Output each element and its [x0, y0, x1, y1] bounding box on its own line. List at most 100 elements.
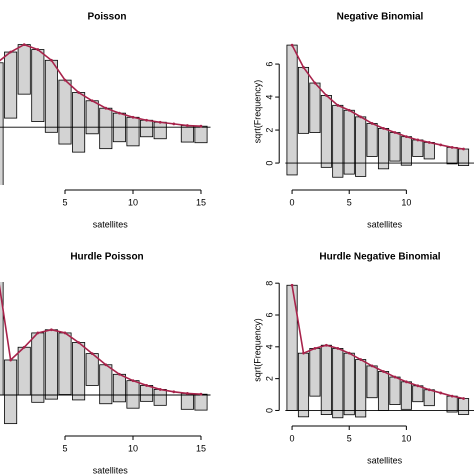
- bar: [85, 353, 99, 386]
- fitted-point: [145, 384, 148, 387]
- fitted-point: [336, 103, 340, 107]
- y-axis-label: sqrt(Frequency): [253, 80, 263, 144]
- bar: [0, 282, 4, 396]
- bar: [44, 59, 58, 133]
- bar: [457, 398, 470, 415]
- fitted-point: [50, 58, 53, 62]
- fitted-point: [63, 331, 67, 335]
- bar: [31, 49, 45, 122]
- fitted-point: [439, 391, 443, 395]
- fitted-point: [313, 81, 317, 85]
- fitted-point: [404, 380, 408, 384]
- bar: [446, 395, 458, 413]
- bar: [320, 95, 332, 168]
- bar: [17, 346, 31, 396]
- bar: [343, 352, 355, 416]
- fitted-point: [462, 147, 465, 151]
- bar: [355, 359, 367, 418]
- bar: [72, 92, 86, 153]
- bar: [4, 359, 18, 425]
- fitted-point: [199, 124, 203, 128]
- fitted-point: [427, 388, 431, 392]
- fitted-point: [145, 118, 148, 122]
- bar: [140, 119, 154, 138]
- bar: [180, 392, 194, 410]
- x-tick-label: 10: [128, 443, 138, 453]
- bar: [99, 107, 113, 150]
- fitted-point: [404, 135, 408, 139]
- fitted-curve: [0, 284, 202, 395]
- fitted-curve: [291, 44, 464, 150]
- fitted-point: [370, 122, 374, 125]
- fitted-point: [324, 94, 328, 97]
- fitted-point: [9, 358, 13, 362]
- fitted-point: [427, 141, 431, 144]
- fitted-point: [359, 358, 363, 361]
- bar: [423, 389, 435, 407]
- fitted-point: [63, 78, 67, 82]
- fitted-point: [158, 388, 162, 391]
- bar: [194, 393, 208, 411]
- bar: [0, 62, 4, 185]
- fitted-curve: [291, 285, 464, 400]
- y-tick-label: 6: [265, 62, 275, 67]
- fitted-point: [416, 384, 420, 388]
- x-tick-label: 0: [290, 197, 295, 207]
- y-tick-label: 2: [265, 128, 275, 133]
- fitted-point: [336, 347, 340, 350]
- fitted-point: [185, 391, 189, 395]
- bar: [366, 365, 378, 399]
- x-axis-label: satellites: [367, 219, 403, 229]
- bar: [446, 146, 458, 165]
- bar: [320, 344, 332, 415]
- fitted-point: [77, 91, 81, 94]
- fitted-point: [450, 394, 454, 398]
- x-tick-label: 5: [62, 443, 67, 453]
- fitted-point: [50, 328, 53, 332]
- fitted-point: [382, 127, 385, 130]
- bar: [332, 348, 344, 419]
- fitted-point: [22, 43, 26, 47]
- fitted-point: [416, 138, 420, 142]
- bar: [343, 109, 355, 175]
- fitted-point: [131, 115, 135, 119]
- fitted-point: [324, 343, 328, 347]
- bar: [99, 364, 113, 405]
- x-tick-label: 15: [196, 443, 206, 453]
- chart-title: Hurdle Poisson: [70, 252, 143, 263]
- fitted-point: [36, 331, 40, 335]
- bar: [153, 389, 167, 406]
- bar: [366, 123, 378, 157]
- fitted-point: [104, 363, 108, 367]
- fitted-point: [9, 50, 13, 54]
- bar: [112, 373, 126, 403]
- fitted-point: [462, 397, 465, 400]
- fitted-point: [359, 115, 363, 119]
- fitted-point: [290, 43, 294, 47]
- bar: [194, 125, 208, 144]
- fitted-point: [450, 145, 454, 149]
- fitted-point: [393, 375, 397, 379]
- x-axis-label: satellites: [367, 455, 403, 465]
- fitted-point: [117, 111, 121, 115]
- fitted-point: [158, 120, 162, 124]
- fitted-point: [382, 370, 385, 373]
- bar: [389, 376, 401, 405]
- bar: [412, 139, 424, 157]
- plot-area: [285, 283, 474, 419]
- fitted-point: [117, 372, 121, 376]
- y-axis-label: sqrt(Frequency): [253, 318, 263, 382]
- x-tick-label: 5: [347, 197, 352, 207]
- fitted-point: [131, 379, 135, 383]
- fitted-point: [36, 48, 40, 51]
- y-tick-label: 0: [265, 161, 275, 166]
- bar: [17, 44, 31, 95]
- x-tick-label: 10: [128, 197, 138, 207]
- chart-title: Poisson: [88, 12, 127, 23]
- x-axis-label: satellites: [93, 465, 129, 474]
- fitted-point: [439, 143, 443, 147]
- bar: [309, 348, 321, 397]
- bar: [389, 132, 401, 162]
- y-tick-label: 2: [265, 376, 275, 381]
